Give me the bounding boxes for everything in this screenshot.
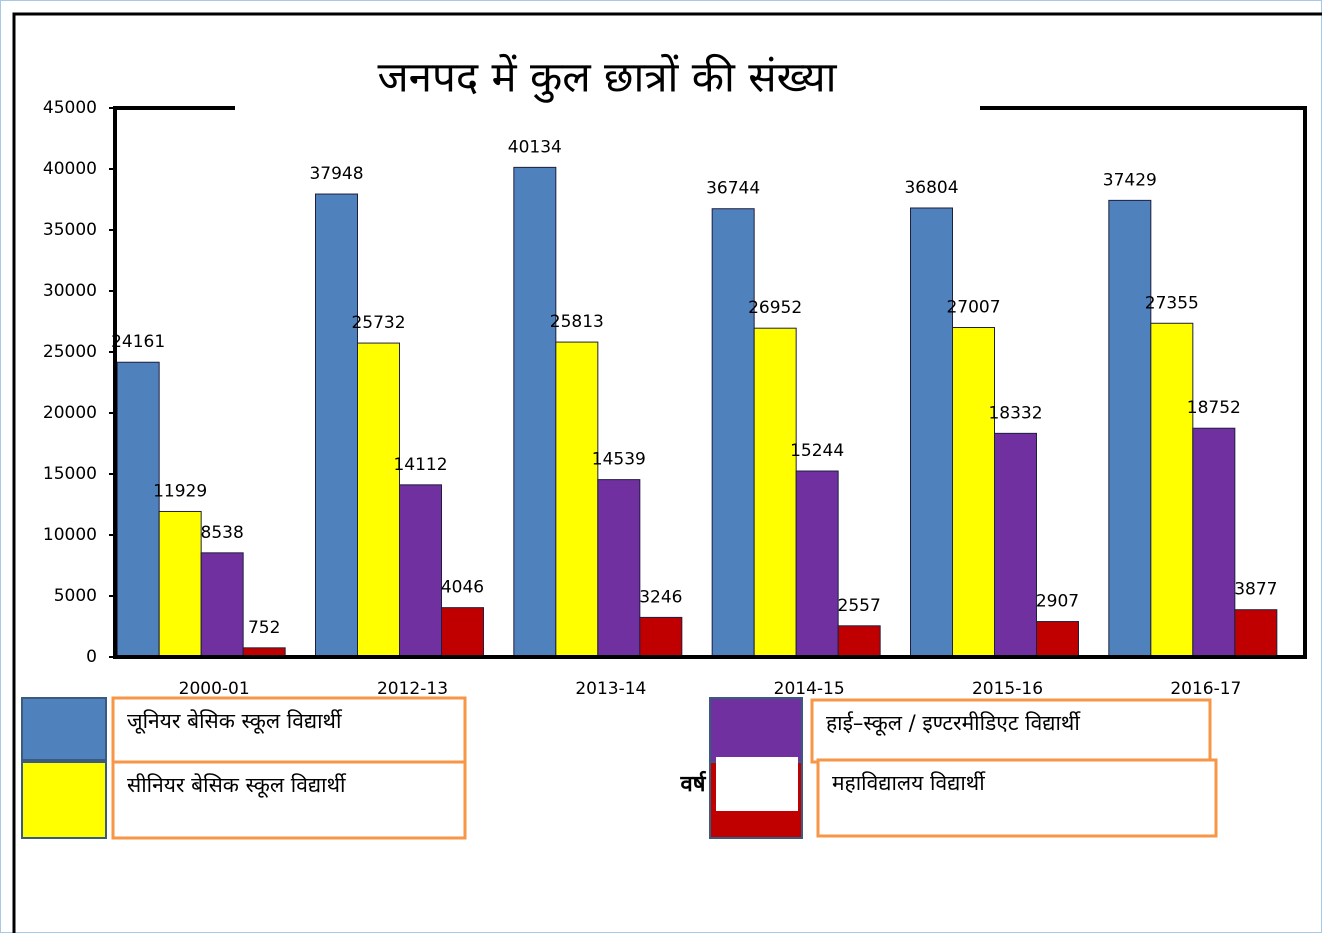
y-tick-label: 40000 — [43, 159, 97, 179]
bar — [1192, 427, 1236, 658]
data-label: 18752 — [1187, 398, 1241, 418]
data-label: 14112 — [393, 455, 447, 475]
data-label: 27355 — [1145, 293, 1199, 313]
legend-label: सीनियर बेसिक स्कूल विद्यार्थी — [127, 773, 347, 798]
bar — [116, 361, 160, 658]
x-tick-label: 2014-15 — [774, 679, 845, 699]
chart-title: जनपद में कुल छात्रों की संख्या — [378, 53, 838, 104]
x-axis-label: वर्ष — [680, 770, 707, 797]
bar — [711, 208, 755, 658]
data-label: 37429 — [1103, 170, 1157, 190]
bar — [1108, 199, 1152, 658]
x-tick-label: 2016-17 — [1170, 679, 1241, 699]
legend-box — [816, 758, 1218, 838]
y-tick-label: 10000 — [43, 525, 97, 545]
bar — [753, 327, 797, 658]
x-tick-label: 2015-16 — [972, 679, 1043, 699]
bar — [639, 616, 683, 658]
data-label: 25813 — [550, 312, 604, 332]
y-tick-label: 15000 — [43, 464, 97, 484]
legend-swatch — [21, 697, 107, 761]
data-label: 26952 — [748, 298, 802, 318]
bar — [1036, 621, 1079, 658]
bar — [441, 607, 484, 658]
bar — [357, 342, 400, 658]
data-label: 36744 — [706, 179, 760, 199]
data-label: 14539 — [592, 450, 646, 470]
bar — [555, 341, 599, 658]
bar — [597, 479, 641, 658]
bar — [200, 552, 244, 658]
plot-area: 0 5000 10000 15000 20000 25000 30000 35000 40000… — [43, 98, 1307, 699]
y-tick-label: 45000 — [43, 98, 97, 118]
bar — [315, 193, 358, 658]
legend-overlay — [716, 757, 798, 811]
y-tick-label: 5000 — [54, 586, 97, 606]
data-label: 4046 — [441, 578, 484, 598]
legend-label: जूनियर बेसिक स्कूल विद्यार्थी — [127, 709, 343, 734]
data-label: 11929 — [153, 481, 207, 501]
bar — [837, 625, 881, 658]
data-label: 2907 — [1036, 592, 1079, 612]
data-label: 8538 — [201, 523, 244, 543]
legend-label: महाविद्यालय विद्यार्थी — [832, 771, 986, 795]
legend-swatch — [21, 761, 107, 839]
legend-box — [111, 696, 467, 764]
plot-frame — [113, 106, 1307, 659]
bar — [1150, 322, 1194, 658]
x-tick-label: 2000-01 — [179, 679, 250, 699]
bar — [795, 470, 839, 658]
data-label: 37948 — [309, 164, 363, 184]
data-label: 27007 — [946, 298, 1000, 318]
outer-frame — [12, 12, 1322, 933]
y-tick-label: 20000 — [43, 403, 97, 423]
x-tick-label: 2012-13 — [377, 679, 448, 699]
legend-swatch — [709, 697, 803, 765]
y-tick-label: 25000 — [43, 342, 97, 362]
data-label: 36804 — [904, 178, 958, 198]
data-label: 2557 — [838, 596, 881, 616]
bar — [399, 484, 442, 658]
x-tick-label: 2013-14 — [575, 679, 646, 699]
bar — [910, 207, 953, 658]
bar — [952, 327, 995, 658]
data-label: 25732 — [351, 313, 405, 333]
data-label: 40134 — [508, 137, 562, 157]
data-label: 3246 — [639, 587, 682, 607]
y-tick-label: 0 — [86, 647, 97, 667]
data-label: 752 — [248, 618, 280, 638]
data-label: 18332 — [988, 403, 1042, 423]
legend-box — [111, 760, 467, 840]
y-tick-label: 30000 — [43, 281, 97, 301]
data-label: 24161 — [111, 332, 165, 352]
legend-label: हाई–स्कूल / इण्टरमीडिएट विद्यार्थी — [826, 711, 1081, 736]
bar — [158, 510, 202, 658]
bar — [994, 432, 1037, 658]
y-tick-label: 35000 — [43, 220, 97, 240]
bar — [1234, 609, 1278, 658]
data-label: 3877 — [1234, 580, 1277, 600]
bar — [513, 166, 557, 658]
data-label: 15244 — [790, 441, 844, 461]
